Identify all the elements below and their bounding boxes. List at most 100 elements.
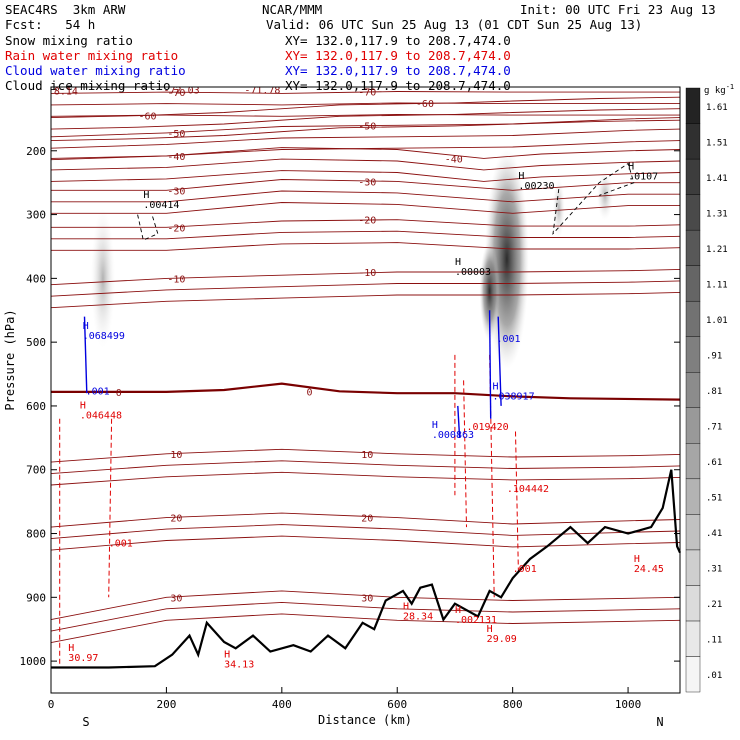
isotherm-label: 30 [170, 593, 182, 604]
x-axis-label: Distance (km) [318, 713, 412, 727]
colorbar-swatch [685, 549, 701, 586]
colorbar-swatch [685, 372, 701, 408]
extremum-marker: H [68, 643, 74, 654]
isotherm-line [50, 613, 681, 644]
extremum-value: .068499 [83, 331, 125, 342]
isotherm-line [50, 170, 681, 182]
isotherm-line [51, 179, 680, 191]
colorbar-swatch [685, 620, 701, 657]
colorbar-level-label: .81 [706, 387, 722, 397]
colorbar-swatch [685, 300, 701, 337]
isotherm-line [50, 460, 681, 475]
colorbar-swatch [685, 407, 701, 444]
cloud-water-contour [457, 405, 461, 438]
isotherm-line [51, 202, 680, 214]
contour-labels: H.00414H.00003H.00230H.0107H.068499.001H… [54, 85, 664, 670]
extremum-value: .019420 [466, 422, 508, 433]
y-tick-label: 200 [26, 145, 46, 158]
isotherm-line [51, 190, 680, 203]
isotherm-line [51, 382, 681, 401]
x-end-label-left: S [82, 715, 89, 729]
extremum-marker: H [224, 649, 230, 660]
x-tick-label: 200 [156, 698, 176, 711]
extremum-marker: H [455, 605, 461, 616]
extremum-marker: H [80, 401, 86, 412]
colorbar-level-label: .41 [706, 529, 722, 539]
snow-shading [90, 149, 613, 370]
terrain-layer [51, 469, 682, 669]
model-name: SEAC4RS 3km ARW [5, 2, 126, 17]
isotherm-line [50, 119, 681, 142]
y-tick-label: 600 [26, 400, 46, 413]
extremum-value: .046448 [80, 411, 122, 422]
isotherm-label: -30 [167, 186, 185, 197]
x-tick-label: 800 [503, 698, 523, 711]
isotherm-line [51, 219, 681, 228]
field-xy-cloud-water: XY= 132.0,117.9 to 208.7,474.0 [285, 63, 511, 78]
isotherm-label: 30 [361, 593, 373, 604]
field-xy-snow: XY= 132.0,117.9 to 208.7,474.0 [285, 33, 511, 48]
rain-contour [463, 380, 467, 528]
isotherm-label: -30 [358, 177, 376, 188]
colorbar-level-label: 1.61 [706, 103, 728, 113]
colorbar-swatch [685, 158, 701, 195]
extremum-value: 28.34 [403, 612, 433, 623]
colorbar-swatch [685, 478, 701, 515]
isotherm-label: -10 [358, 268, 376, 279]
isotherm-label: 10 [170, 450, 182, 461]
extremum-marker: H [83, 321, 89, 332]
extremum-marker: H [634, 554, 640, 565]
colorbar-swatch [685, 265, 701, 302]
isotherm-line [50, 91, 680, 94]
extremum-value: 29.09 [487, 634, 517, 645]
extremum-value: .001 [86, 386, 110, 397]
isotherm-line [50, 280, 681, 297]
colorbar-level-label: 1.51 [706, 138, 728, 148]
y-tick-label: 300 [26, 209, 46, 222]
isotherm-label: 20 [361, 514, 373, 525]
y-tick-label: 900 [26, 591, 46, 604]
rain-contour [108, 418, 113, 598]
isotherm-label: -20 [358, 216, 376, 227]
colorbar-level-label: .71 [706, 423, 722, 433]
y-tick-label: 500 [26, 336, 46, 349]
field-label-rain: Rain water mixing ratio [5, 48, 179, 63]
colorbar-swatch [685, 656, 701, 693]
isotherm-line [51, 242, 681, 251]
colorbar-swatch [685, 123, 701, 160]
extremum-marker: H [403, 602, 409, 613]
cloud-ice-contour [137, 214, 159, 241]
y-tick-label: 700 [26, 464, 46, 477]
isotherm-line [50, 140, 681, 161]
extremum-marker: H [455, 257, 461, 268]
organization: NCAR/MMM [262, 2, 323, 17]
colorbar: .01 .11 .21 .31 .41 .51 .61 .71 .81 .91 1.01 1.11 1.… [685, 87, 728, 693]
x-tick-label: 1000 [615, 698, 642, 711]
extremum-value: .038917 [492, 392, 534, 403]
isotherm-line [50, 268, 681, 286]
isotherm-line [50, 524, 681, 540]
isotherm-label: -50 [358, 121, 376, 132]
extremum-value: 30.97 [68, 653, 98, 664]
colorbar-level-label: .11 [706, 636, 722, 646]
plot-frame [50, 86, 681, 694]
isotherm-label: -50 [167, 129, 185, 140]
colorbar-level-label: 1.11 [706, 280, 728, 290]
x-end-label-right: N [656, 715, 663, 729]
isotherm-label: -20 [167, 223, 185, 234]
isotherm-label: -10 [167, 274, 185, 285]
init-time: Init: 00 UTC Fri 23 Aug 13 [520, 2, 716, 17]
extremum-value: .001 [513, 564, 537, 575]
colorbar-swatch [685, 194, 701, 231]
extremum-marker: H [143, 190, 149, 201]
snow-shading-cell [552, 178, 565, 239]
colorbar-level-label: 1.41 [706, 174, 728, 184]
isotherm-line [51, 230, 681, 240]
colorbar-level-label: .01 [706, 671, 722, 681]
y-tick-label: 800 [26, 528, 46, 541]
extremum-value: .000863 [432, 430, 474, 441]
cloud-water-contour [488, 310, 492, 419]
isotherm-line [50, 601, 681, 632]
extremum-marker: H [487, 624, 493, 635]
